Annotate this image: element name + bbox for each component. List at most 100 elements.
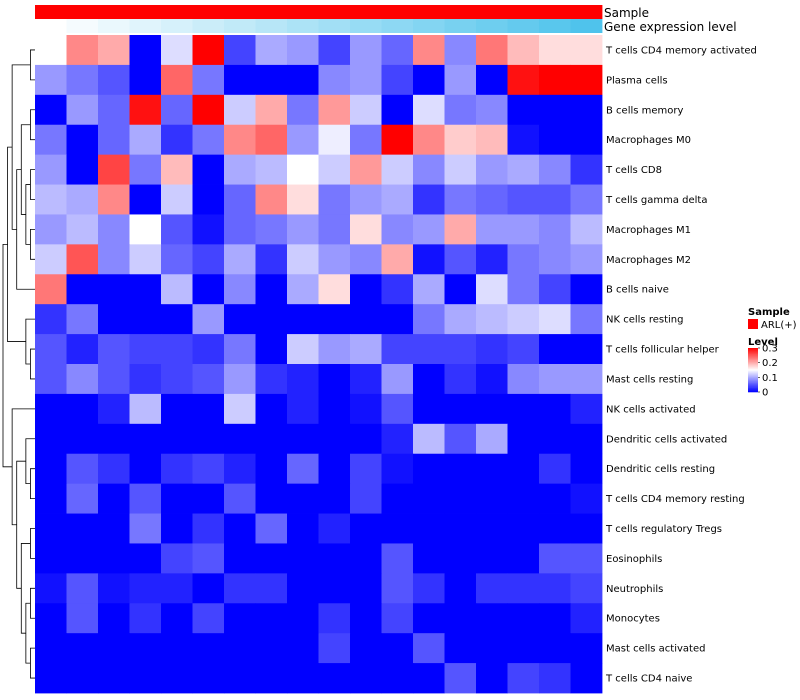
legend-gradient-step [748, 361, 758, 363]
heatmap-cell [66, 64, 99, 96]
heatmap-cell [318, 663, 351, 694]
heatmap-cell [381, 274, 414, 305]
heatmap-cell [224, 214, 256, 245]
heatmap-cell [224, 513, 256, 544]
heatmap-cell [224, 364, 256, 395]
heatmap-cell [35, 214, 67, 245]
heatmap-cell [444, 244, 477, 275]
heatmap-cell [476, 393, 508, 425]
heatmap-cell [35, 453, 67, 485]
heatmap-cell [66, 603, 99, 634]
heatmap-cell [507, 64, 540, 96]
heatmap-cell [539, 543, 571, 574]
heatmap-cell [476, 573, 508, 604]
heatmap-cell [287, 124, 319, 156]
legend-tick-label: 0.2 [762, 358, 778, 369]
heatmap-cell [66, 393, 99, 425]
row-label: B cells memory [606, 105, 683, 116]
heatmap-cell [444, 304, 477, 335]
dendrogram-branch [25, 602, 31, 664]
heatmap-cell [444, 184, 477, 215]
heatmap-cell [570, 663, 603, 694]
legend-sample-swatch [748, 319, 758, 329]
legend-tick-label: 0.1 [762, 373, 778, 384]
heatmap-cell [129, 274, 162, 305]
heatmap-cell [98, 124, 130, 156]
heatmap-cell [444, 35, 477, 66]
row-label: T cells CD4 memory activated [605, 45, 757, 56]
dendrogram-branch [30, 348, 35, 380]
heatmap-cell [570, 364, 603, 395]
heatmap-cell [161, 244, 193, 275]
heatmap-cell [476, 423, 508, 455]
heatmap-cell [161, 573, 193, 604]
heatmap-cell [570, 214, 603, 245]
legend-gradient-step [748, 384, 758, 386]
heatmap-cell [539, 513, 571, 544]
row-label: T cells CD8 [605, 165, 662, 176]
heatmap-cell [444, 274, 477, 305]
heatmap-cell [287, 304, 319, 335]
heatmap-cell [570, 334, 603, 365]
heatmap-cell [66, 94, 99, 126]
row-label: Monocytes [606, 614, 660, 625]
heatmap-cell [287, 364, 319, 395]
heatmap-cell [350, 154, 382, 185]
heatmap-cell [570, 633, 603, 664]
heatmap-cell [413, 453, 445, 485]
heatmap-cell [476, 453, 508, 485]
heatmap-cell [224, 184, 256, 215]
heatmap-cell [350, 274, 382, 305]
heatmap-cell [35, 603, 67, 634]
heatmap-cell [570, 304, 603, 335]
annotation-cell [476, 19, 508, 33]
heatmap-cell [381, 304, 414, 335]
legend-level-title: Level [748, 337, 778, 348]
heatmap-cell [507, 543, 540, 574]
annotation-cell [224, 19, 256, 33]
heatmap-cell [539, 154, 571, 185]
heatmap-cell [350, 633, 382, 664]
heatmap-cell [224, 124, 256, 156]
heatmap-cell [161, 35, 193, 66]
heatmap-cell [129, 543, 162, 574]
heatmap-cell [350, 304, 382, 335]
legend-gradient-step [748, 377, 758, 380]
heatmap-cell [287, 603, 319, 634]
heatmap-cell [255, 393, 288, 425]
heatmap-cell [255, 513, 288, 544]
heatmap-cell [192, 64, 225, 96]
annotation-cell [444, 5, 477, 19]
heatmap-cell [129, 244, 162, 275]
heatmap-cell [381, 35, 414, 66]
heatmap-cell [570, 64, 603, 96]
heatmap-cells [35, 35, 603, 694]
heatmap-cell [350, 543, 382, 574]
heatmap-cell [129, 364, 162, 395]
heatmap-cell [507, 513, 540, 544]
dendrogram-branch [30, 229, 35, 260]
heatmap-cell [161, 423, 193, 455]
heatmap-cell [287, 94, 319, 126]
heatmap-cell [66, 184, 99, 215]
heatmap-cell [444, 543, 477, 574]
heatmap-cell [66, 274, 99, 305]
heatmap-cell [255, 483, 288, 514]
heatmap-cell [539, 603, 571, 634]
heatmap-cell [413, 603, 445, 634]
row-label: T cells regulatory Tregs [605, 524, 722, 535]
heatmap-cell [224, 633, 256, 664]
heatmap-cell [413, 393, 445, 425]
heatmap-cell [161, 274, 193, 305]
heatmap-cell [476, 334, 508, 365]
heatmap-cell [350, 603, 382, 634]
heatmap-cell [444, 364, 477, 395]
heatmap-cell [98, 214, 130, 245]
heatmap-cell [570, 453, 603, 485]
legend-gradient-step [748, 348, 758, 350]
heatmap-cell [255, 573, 288, 604]
heatmap-cell [287, 184, 319, 215]
heatmap-cell [98, 633, 130, 664]
